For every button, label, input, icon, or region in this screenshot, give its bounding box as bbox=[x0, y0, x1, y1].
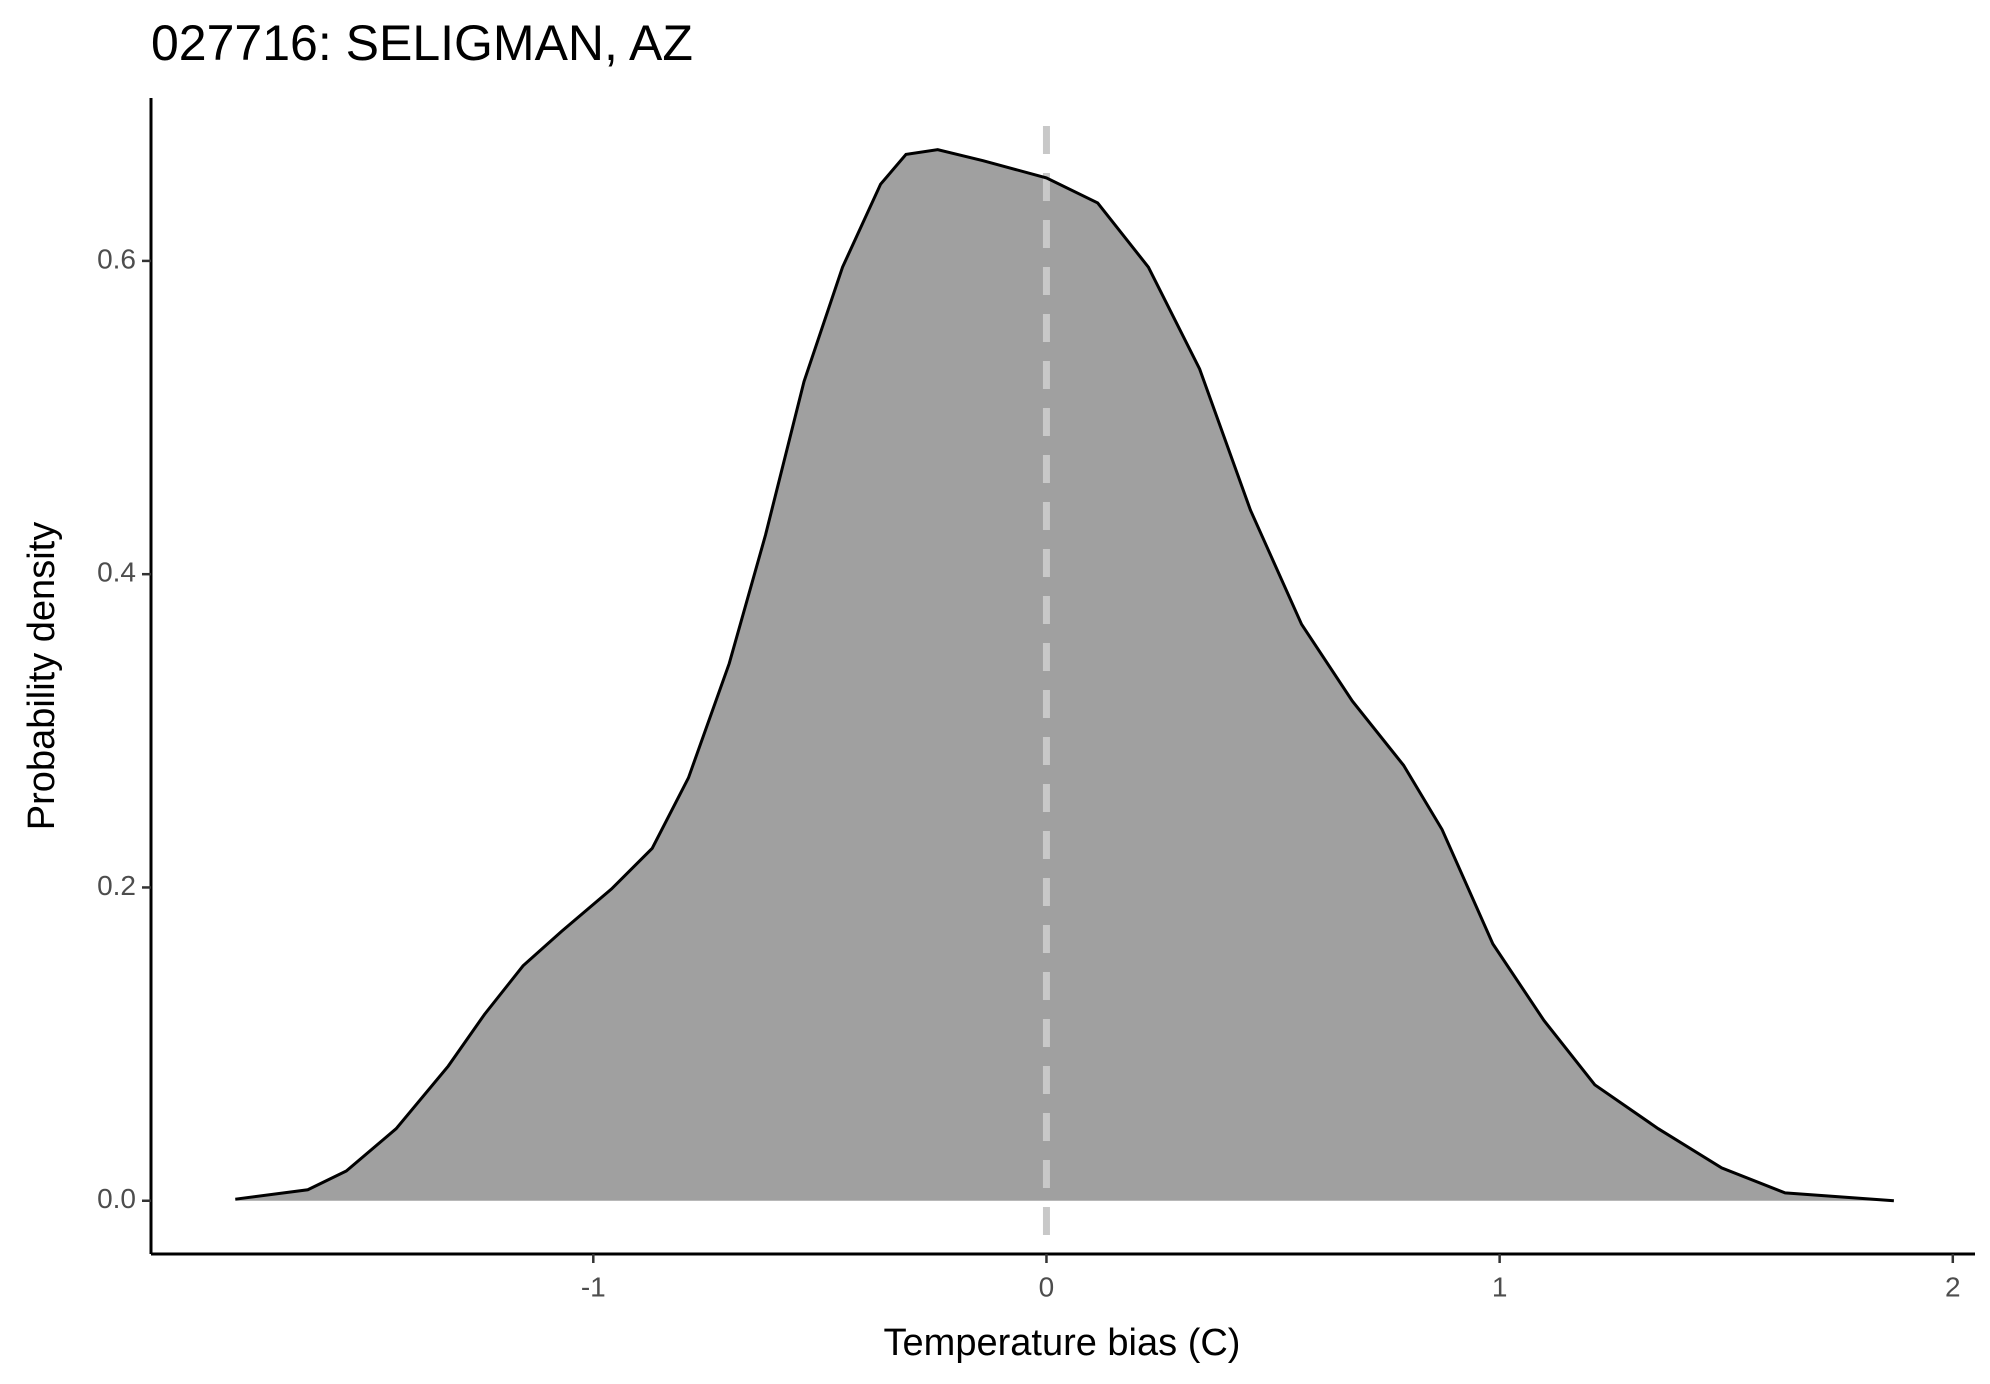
x-tick-label: 1 bbox=[1492, 1271, 1508, 1302]
y-tick-label: 0.4 bbox=[97, 557, 136, 588]
y-tick-label: 0.2 bbox=[97, 870, 136, 901]
chart-title: 027716: SELIGMAN, AZ bbox=[151, 15, 693, 71]
y-axis-title: Probability density bbox=[21, 522, 63, 830]
x-tick-label: 2 bbox=[1945, 1271, 1961, 1302]
y-tick-label: 0.6 bbox=[97, 243, 136, 274]
x-axis-title: Temperature bias (C) bbox=[884, 1322, 1241, 1364]
x-tick-label: -1 bbox=[581, 1271, 606, 1302]
x-tick-label: 0 bbox=[1039, 1271, 1055, 1302]
density-area bbox=[235, 149, 1894, 1201]
y-tick-label: 0.0 bbox=[97, 1183, 136, 1214]
density-line bbox=[235, 148, 1894, 1203]
